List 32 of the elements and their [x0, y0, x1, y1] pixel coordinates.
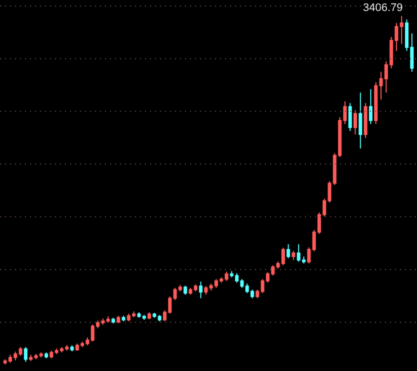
candlestick — [348, 102, 352, 132]
candlestick — [292, 250, 296, 260]
candlestick — [354, 110, 358, 135]
candlestick — [152, 312, 156, 318]
candlestick — [148, 312, 152, 320]
candlestick — [358, 92, 362, 149]
candlestick — [50, 350, 54, 359]
candlestick — [184, 285, 188, 296]
candlestick — [204, 286, 208, 296]
candlestick — [137, 312, 141, 318]
candlestick — [286, 244, 290, 259]
candlestick — [194, 284, 198, 292]
candlestick — [111, 317, 115, 324]
candlestick — [400, 16, 404, 44]
candlestick — [368, 88, 372, 125]
candlestick — [158, 314, 162, 322]
candlestick — [374, 82, 378, 125]
candlestick — [364, 102, 368, 138]
candlestick — [122, 315, 126, 322]
candlestick — [116, 315, 120, 324]
candlestick — [44, 352, 48, 359]
text: 3406.79 — [363, 2, 403, 14]
candlestick — [224, 271, 228, 282]
candlestick — [188, 287, 192, 296]
candlestick — [256, 289, 260, 299]
candlestick — [70, 344, 74, 352]
candlestick — [18, 346, 22, 356]
candlestick — [24, 346, 28, 362]
candlestick — [142, 314, 146, 320]
candlestick — [106, 316, 110, 324]
candlestick — [199, 281, 203, 299]
candlestick — [307, 246, 311, 264]
